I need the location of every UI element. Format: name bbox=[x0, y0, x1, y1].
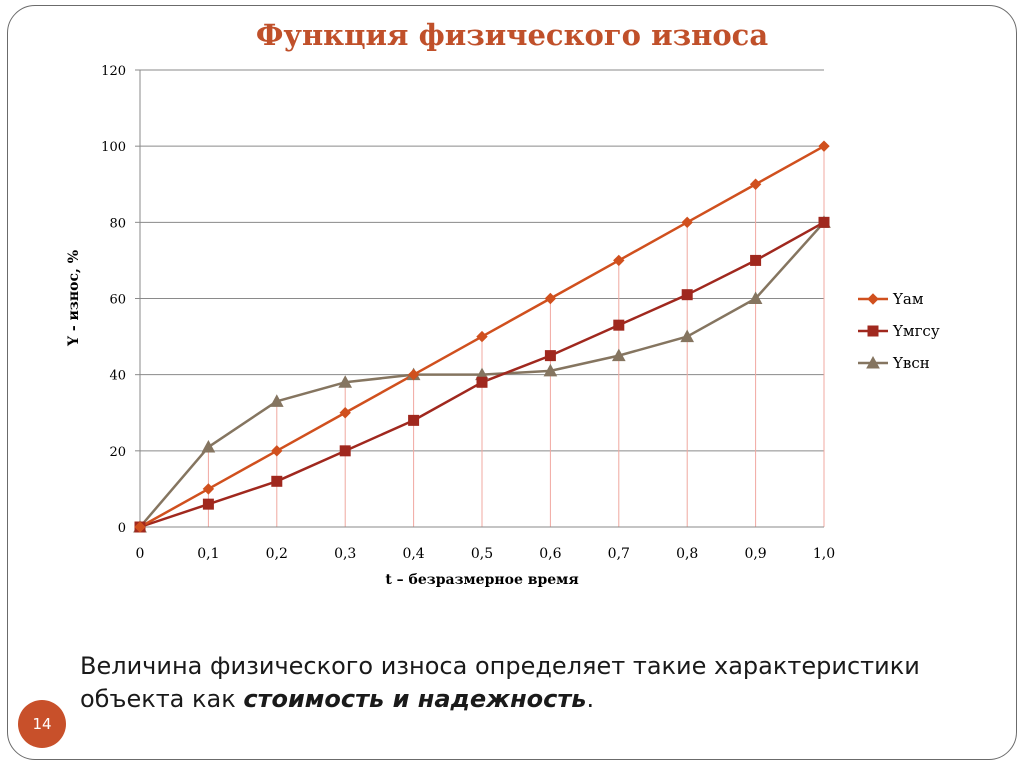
line-chart: 0 20 40 60 80 100 120 0 0,1 0,2 0,3 0,4 0,5 0,6 0,7 0,8… bbox=[66, 64, 940, 588]
page-number-badge: 14 bbox=[18, 700, 66, 748]
x-tick-label: 0,1 bbox=[197, 546, 219, 562]
data-point bbox=[613, 254, 625, 267]
x-tick-label: 0,6 bbox=[539, 546, 561, 562]
data-point bbox=[749, 178, 762, 190]
legend-label: Yмгсу bbox=[892, 322, 940, 340]
x-tick-label: 0,7 bbox=[608, 546, 630, 562]
y-tick-label: 100 bbox=[101, 140, 126, 155]
axes: 0 20 40 60 80 100 120 0 0,1 0,2 0,3 0,4 0,5 0,6 0,7 0,8… bbox=[101, 64, 835, 562]
slide-caption: Величина физического износа определяет т… bbox=[80, 650, 980, 716]
x-axis-label: t – безразмерное время bbox=[385, 572, 578, 588]
data-point bbox=[611, 348, 626, 362]
data-point bbox=[201, 439, 216, 453]
slide-title: Функция физического износа bbox=[255, 18, 769, 52]
y-tick-label: 0 bbox=[118, 521, 126, 536]
data-point bbox=[613, 319, 625, 331]
data-point bbox=[681, 216, 693, 229]
slide-frame bbox=[7, 5, 1017, 760]
x-tick-label: 0,4 bbox=[402, 546, 424, 562]
caption-suffix: . bbox=[586, 685, 595, 713]
data-point bbox=[269, 394, 284, 407]
data-point bbox=[681, 289, 693, 301]
caption-emphasis: стоимость и надежность bbox=[243, 685, 587, 713]
data-point bbox=[202, 483, 215, 495]
data-point bbox=[818, 216, 830, 228]
legend-label: Yам bbox=[892, 290, 924, 308]
x-tick-label: 0,2 bbox=[266, 546, 288, 562]
data-point bbox=[476, 376, 488, 388]
data-point bbox=[544, 292, 557, 305]
data-point bbox=[271, 445, 283, 457]
data-point bbox=[408, 414, 420, 426]
series bbox=[133, 140, 831, 533]
data-point bbox=[750, 254, 762, 266]
legend-marker bbox=[867, 325, 879, 337]
data-point bbox=[818, 140, 830, 152]
x-tick-label: 0,5 bbox=[471, 546, 493, 562]
y-tick-label: 80 bbox=[109, 216, 126, 231]
data-point bbox=[339, 407, 351, 419]
caption-text: Величина физического износа определяет т… bbox=[80, 652, 920, 713]
data-point bbox=[338, 375, 353, 388]
data-point bbox=[271, 475, 283, 487]
data-point bbox=[134, 521, 146, 533]
y-tick-label: 20 bbox=[109, 445, 126, 460]
y-tick-label: 40 bbox=[109, 369, 126, 384]
x-tick-label: 0,3 bbox=[334, 546, 356, 562]
data-point bbox=[748, 291, 763, 304]
x-tick-label: 0,9 bbox=[744, 546, 766, 562]
data-point bbox=[544, 350, 556, 362]
data-point bbox=[407, 368, 420, 381]
y-axis-label: Y - износ, % bbox=[66, 250, 82, 347]
legend-marker bbox=[866, 355, 880, 369]
y-tick-label: 60 bbox=[109, 293, 126, 308]
page-number: 14 bbox=[32, 715, 52, 733]
legend-marker bbox=[867, 293, 879, 305]
x-tick-label: 0 bbox=[136, 546, 145, 562]
x-tick-label: 1,0 bbox=[813, 546, 835, 562]
data-point bbox=[202, 498, 214, 510]
legend: Yам Yмгсу Yвсн bbox=[858, 290, 940, 372]
data-point bbox=[476, 330, 488, 343]
legend-label: Yвсн bbox=[892, 354, 930, 372]
data-point bbox=[680, 329, 695, 343]
data-point bbox=[543, 363, 558, 377]
x-tick-label: 0,8 bbox=[676, 546, 698, 562]
data-point bbox=[339, 445, 351, 457]
y-tick-label: 120 bbox=[101, 64, 126, 79]
